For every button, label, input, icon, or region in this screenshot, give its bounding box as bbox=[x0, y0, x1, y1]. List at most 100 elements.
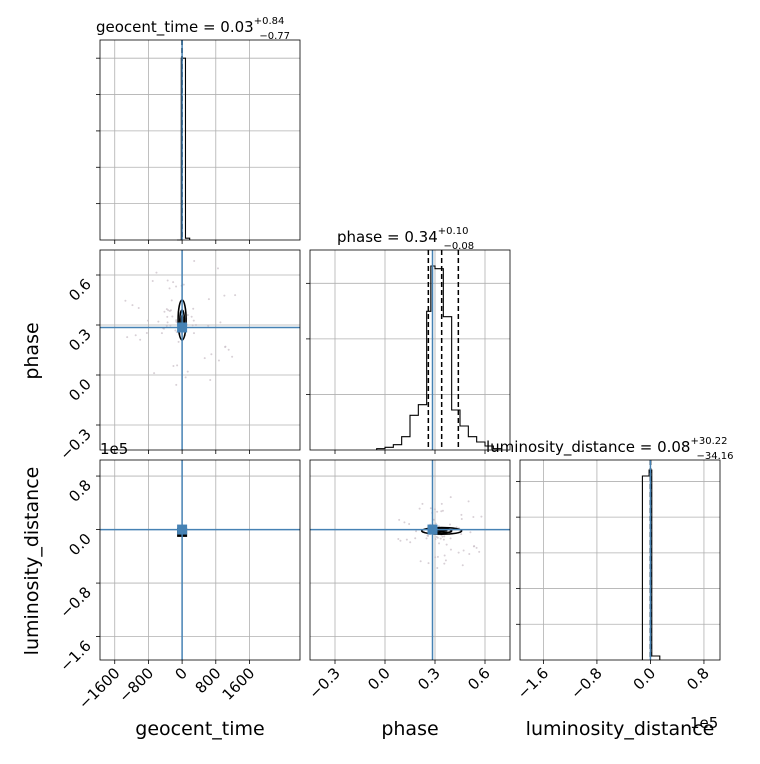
sample-point bbox=[473, 545, 476, 548]
sample-point bbox=[468, 553, 471, 556]
sample-point bbox=[134, 334, 137, 337]
sample-point bbox=[397, 538, 400, 541]
sample-point bbox=[175, 383, 178, 386]
histogram-bin bbox=[642, 476, 649, 660]
sample-point bbox=[405, 538, 408, 541]
sample-point bbox=[403, 521, 406, 524]
sample-point bbox=[170, 299, 173, 302]
sample-point bbox=[444, 559, 447, 562]
y-tick-label: 0.0 bbox=[65, 375, 95, 405]
sample-point bbox=[427, 562, 430, 565]
sample-point bbox=[169, 324, 172, 327]
sample-point bbox=[192, 332, 195, 335]
x-tick-label: −0.8 bbox=[567, 664, 605, 702]
sample-point bbox=[166, 315, 169, 318]
sample-point bbox=[478, 550, 481, 553]
panel-luminosity-distance-histogram: −1.6 −0.8 0.0 0.8 bbox=[514, 459, 721, 703]
sample-point bbox=[436, 566, 439, 569]
sample-point bbox=[219, 321, 222, 324]
sample-point bbox=[172, 365, 175, 368]
sample-point bbox=[432, 518, 435, 521]
x-tick-label: 0.0 bbox=[630, 664, 660, 694]
sample-point bbox=[216, 267, 219, 270]
sample-point bbox=[414, 537, 417, 540]
sample-point bbox=[480, 515, 483, 518]
sample-point bbox=[175, 285, 178, 288]
sample-point bbox=[137, 306, 140, 309]
truth-marker bbox=[427, 524, 438, 535]
panel-phase-histogram bbox=[306, 249, 511, 454]
sample-point bbox=[193, 259, 196, 262]
x-tick-label: −1.6 bbox=[514, 664, 552, 702]
sample-point bbox=[461, 564, 464, 567]
xlabel-luminosity-distance: luminosity_distance bbox=[526, 718, 715, 740]
sample-point bbox=[145, 331, 148, 334]
panel-luminosity-distance-vs-phase: −0.3 0.0 0.3 0.6 bbox=[305, 459, 511, 703]
sample-point bbox=[186, 313, 189, 316]
sample-point bbox=[165, 324, 168, 327]
sample-point bbox=[224, 345, 227, 348]
sample-point bbox=[151, 280, 154, 283]
sample-point bbox=[475, 546, 478, 549]
sample-point bbox=[191, 324, 194, 327]
sample-point bbox=[443, 554, 446, 557]
sample-point bbox=[166, 321, 169, 324]
histogram-bin bbox=[418, 405, 426, 450]
ylabel-luminosity-distance: luminosity_distance bbox=[21, 467, 43, 656]
sample-point bbox=[467, 500, 470, 503]
sample-point bbox=[176, 364, 179, 367]
sample-point bbox=[207, 298, 210, 301]
histogram-bin bbox=[410, 415, 418, 450]
sample-point bbox=[175, 320, 178, 323]
sample-point bbox=[409, 541, 412, 544]
title-luminosity-distance: luminosity_distance = 0.08+30.22 −34.16 bbox=[486, 436, 734, 462]
x-tick-label: 0.3 bbox=[414, 664, 444, 694]
sample-point bbox=[157, 320, 160, 323]
sample-point bbox=[443, 562, 446, 565]
sample-point bbox=[434, 522, 437, 525]
sample-point bbox=[146, 319, 149, 322]
sample-point bbox=[436, 536, 439, 539]
y-tick-label: −0.3 bbox=[56, 425, 94, 463]
sample-point bbox=[163, 310, 166, 313]
sample-point bbox=[217, 359, 220, 362]
sample-point bbox=[425, 537, 428, 540]
sample-point bbox=[440, 510, 443, 513]
sample-point bbox=[167, 309, 170, 312]
sample-point bbox=[441, 535, 444, 538]
sample-point bbox=[192, 319, 195, 322]
sample-point bbox=[460, 533, 463, 536]
sample-point bbox=[160, 332, 163, 335]
panel-phase-vs-geocent-time: −0.3 0.0 0.3 0.6 bbox=[56, 249, 301, 464]
sample-point bbox=[174, 329, 177, 332]
sample-point bbox=[462, 549, 465, 552]
sample-point bbox=[436, 555, 439, 558]
sample-point bbox=[172, 281, 175, 284]
y-tick-label: 0.8 bbox=[65, 476, 95, 506]
sample-point bbox=[126, 336, 129, 339]
sample-point bbox=[184, 376, 187, 379]
contour-level bbox=[420, 526, 463, 536]
sample-point bbox=[449, 496, 452, 499]
sample-point bbox=[460, 517, 463, 520]
sample-point bbox=[448, 523, 451, 526]
sample-point bbox=[415, 530, 418, 533]
sample-point bbox=[441, 509, 444, 512]
title-phase: phase = 0.34+0.10 −0.08 bbox=[337, 226, 474, 252]
sample-point bbox=[421, 502, 424, 505]
y-tick-label: 0.0 bbox=[65, 530, 95, 560]
sample-point bbox=[472, 515, 475, 518]
sample-point bbox=[209, 379, 212, 382]
histogram-bin bbox=[477, 442, 485, 450]
y-tick-label: −0.8 bbox=[56, 583, 94, 621]
sample-point bbox=[399, 539, 402, 542]
sample-point bbox=[438, 542, 441, 545]
sample-point bbox=[203, 357, 206, 360]
histogram-steps bbox=[177, 57, 191, 241]
sample-point bbox=[445, 543, 448, 546]
y-tick-label: −1.6 bbox=[56, 637, 94, 675]
sample-point bbox=[194, 324, 197, 327]
x-tick-label: −800 bbox=[115, 664, 157, 706]
